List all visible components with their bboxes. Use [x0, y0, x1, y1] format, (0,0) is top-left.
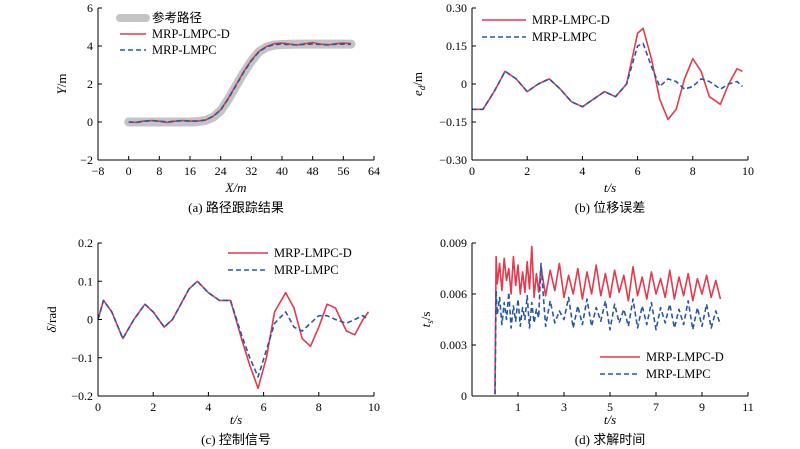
x-tick-label: 11	[742, 400, 754, 414]
y-axis-label: ts/s	[418, 312, 435, 328]
panel-c-control-signal: 0 2 4 6 8 10 −0.2 −0.1 0 0.1 0.2 t/s δ/rad MRP-LMPC-D…	[44, 236, 380, 447]
x-tick-label: 6	[635, 164, 641, 178]
series-line-MRP-LMPC	[97, 280, 369, 378]
legend-label: MRP-LMPC	[152, 43, 217, 57]
y-axis-label-sub: s	[425, 320, 435, 324]
y-tick-label: 0.003	[440, 338, 467, 352]
y-axis-label-unit: /m	[410, 72, 425, 86]
x-tick-label: 56	[337, 164, 349, 178]
y-tick-label: 0	[87, 313, 93, 327]
x-tick-label: −8	[92, 164, 105, 178]
x-tick-label: 2	[150, 400, 156, 414]
y-axis-label-main: t	[418, 323, 433, 327]
x-axis-label: t/s	[604, 180, 616, 195]
y-axis-label: δ/rad	[44, 306, 59, 333]
legend-label: MRP-LMPC	[274, 263, 339, 277]
y-tick-label: 0.1	[78, 274, 93, 288]
panel-caption: (c) 控制信号	[201, 432, 271, 447]
y-tick-label: 6	[87, 1, 93, 15]
y-tick-label: 0	[87, 115, 93, 129]
x-tick-label: 9	[699, 400, 705, 414]
x-tick-label: 1	[515, 400, 521, 414]
y-tick-label: −0.15	[439, 115, 467, 129]
x-axis-label: X/m	[225, 180, 247, 195]
legend-label: MRP-LMPC-D	[274, 246, 352, 260]
y-axis-label-symbol: Y	[54, 85, 69, 94]
y-tick-label: 0	[461, 389, 467, 403]
x-tick-label: 16	[184, 164, 196, 178]
y-tick-label: 0.006	[440, 287, 467, 301]
x-tick-label: 10	[742, 164, 754, 178]
y-tick-label: −2	[80, 153, 93, 167]
y-axis-label-unit: /s	[418, 312, 433, 321]
y-tick-label: 2	[87, 77, 93, 91]
y-tick-label: 0	[461, 77, 467, 91]
x-tick-label: 0	[469, 164, 475, 178]
x-tick-label: 8	[316, 400, 322, 414]
x-tick-label: 3	[561, 400, 567, 414]
x-tick-label: 0	[126, 164, 132, 178]
x-tick-label: 4	[205, 400, 211, 414]
x-tick-label: 32	[245, 164, 257, 178]
y-axis-label-symbol: δ	[44, 326, 59, 333]
panel-d-solve-time: 1 3 5 7 9 1100.0030.0060.009t/sts/sMRP-LMPC-D…	[418, 236, 754, 447]
series-line-MRP-LMPC	[128, 43, 352, 124]
series-line-MRP-LMPC	[472, 42, 744, 111]
y-axis-label: ed/m	[410, 72, 427, 96]
x-tick-label: 64	[368, 164, 380, 178]
y-axis-label-sub: d	[417, 85, 427, 90]
legend-label: MRP-LMPC	[646, 367, 711, 381]
x-axis-label: t/s	[230, 412, 242, 427]
y-tick-label: 0.2	[78, 236, 93, 250]
legend-label: MRP-LMPC-D	[646, 350, 724, 364]
legend-label: MRP-LMPC	[532, 30, 597, 44]
y-axis-label-unit: /m	[54, 74, 69, 88]
y-axis-label-main: e	[410, 90, 425, 96]
legend-label: MRP-LMPC-D	[532, 13, 610, 27]
x-tick-label: 7	[653, 400, 659, 414]
panel-caption: (b) 位移误差	[575, 200, 645, 215]
panel-caption: (d) 求解时间	[575, 432, 645, 447]
y-tick-label: −0.1	[71, 351, 93, 365]
x-tick-label: 2	[524, 164, 530, 178]
series-line-MRP-LMPC-D	[97, 280, 370, 390]
y-tick-label: 0.009	[440, 236, 467, 250]
panel-b-displacement-error: 0 2 4 6 8 10 −0.30 −0.15 0 0.15 0.30 t/s ed/m MRP-LMP…	[410, 1, 754, 215]
series-line-MRP-LMPC	[494, 262, 722, 395]
y-axis-label-unit: /rad	[44, 306, 59, 327]
x-tick-label: 24	[215, 164, 227, 178]
legend-label: MRP-LMPC-D	[152, 27, 230, 41]
x-tick-label: 10	[368, 400, 380, 414]
y-tick-label: 4	[87, 39, 93, 53]
x-tick-label: 4	[579, 164, 585, 178]
legend-label: 参考路径	[152, 10, 202, 25]
y-axis-label: Y/m	[54, 74, 69, 95]
y-tick-label: 0.30	[446, 1, 467, 15]
y-tick-label: −0.30	[439, 153, 467, 167]
panel-a-path-tracking: −8 0 8 16 24 32 40 48 56 64−20246X/mY/m参考路径MRP-LM…	[54, 1, 380, 215]
x-tick-label: 48	[307, 164, 319, 178]
y-tick-label: 0.15	[446, 39, 467, 53]
x-tick-label: 8	[690, 164, 696, 178]
x-tick-label: 5	[607, 400, 613, 414]
series-line-MRP-LMPC-D	[472, 27, 743, 121]
panel-caption: (a) 路径跟踪结果	[188, 200, 284, 215]
series-line-MRP-LMPC-D	[494, 245, 722, 395]
y-tick-label: −0.2	[71, 389, 93, 403]
x-tick-label: 6	[261, 400, 267, 414]
x-tick-label: 40	[276, 164, 288, 178]
x-tick-label: 0	[95, 400, 101, 414]
x-tick-label: 8	[156, 164, 162, 178]
x-axis-label: t/s	[604, 412, 616, 427]
